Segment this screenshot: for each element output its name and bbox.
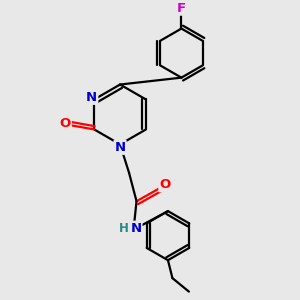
Text: N: N: [130, 222, 142, 235]
Text: N: N: [115, 141, 126, 154]
Text: O: O: [59, 117, 71, 130]
Text: N: N: [86, 91, 97, 104]
Text: H: H: [119, 222, 129, 235]
Text: F: F: [177, 2, 186, 15]
Text: O: O: [159, 178, 171, 191]
